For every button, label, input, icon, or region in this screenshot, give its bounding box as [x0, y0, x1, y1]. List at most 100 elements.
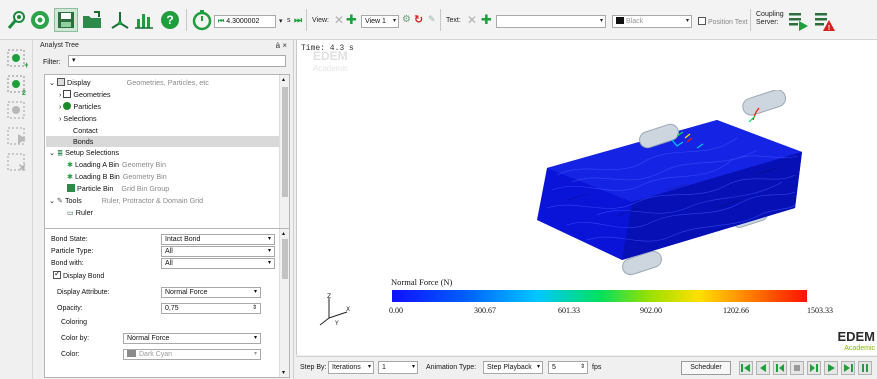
opacity-spinbox[interactable]: 0,75 ⇕: [161, 303, 261, 314]
scroll-up-icon[interactable]: ▴: [282, 231, 286, 237]
expand-icon[interactable]: ›: [59, 90, 62, 99]
3d-viewport[interactable]: Time: 4.3 s EDEM Academic: [296, 40, 877, 355]
color-by-label: Color by:: [61, 335, 90, 342]
text-color-select[interactable]: Black ▾: [612, 15, 692, 28]
collapse-icon[interactable]: ⌄: [49, 196, 56, 205]
particle-type-label: Particle Type:: [51, 248, 94, 255]
tree-item-selections[interactable]: › Selections: [59, 113, 97, 125]
loop-icon[interactable]: [858, 361, 872, 375]
tree-item-label: Selections: [63, 114, 97, 123]
cylinder-roller: [639, 123, 679, 149]
color-by-select[interactable]: Normal Force ▾: [123, 333, 261, 344]
tree-item-loading-a-bin[interactable]: ✱ Loading A Bin Geometry Bin: [67, 159, 166, 171]
coupling-label-2: Server:: [756, 19, 779, 26]
tree-item-bonds[interactable]: Bonds: [73, 136, 93, 148]
open-folder-icon[interactable]: [80, 8, 104, 32]
axes-icon[interactable]: [108, 8, 132, 32]
playback-bar: Step By: Iterations ▾ 1 ▾ Animation Type: …: [296, 356, 877, 379]
tree-item-sub: Geometries, Particles, etc: [126, 78, 209, 87]
watermark-sub: Academic: [313, 64, 349, 73]
expand-icon[interactable]: ›: [59, 102, 62, 111]
bond-with-select[interactable]: All ▾: [161, 258, 275, 269]
display-attribute-select[interactable]: Normal Force ▾: [161, 287, 261, 298]
collapse-icon[interactable]: ⌄: [49, 148, 56, 157]
reset-view-icon[interactable]: ↻: [414, 14, 424, 26]
svg-text:✕: ✕: [18, 163, 26, 174]
remove-text-icon[interactable]: ✕: [467, 13, 478, 27]
skip-end-icon[interactable]: ⏭: [294, 15, 303, 25]
svg-text:Z: Z: [327, 293, 331, 300]
save-icon[interactable]: [54, 8, 78, 32]
select-2-icon[interactable]: 2: [6, 74, 28, 97]
color-select[interactable]: Dark Cyan ▾: [123, 349, 261, 360]
particle-type-select[interactable]: All ▾: [161, 246, 275, 257]
coupling-start-icon[interactable]: [786, 8, 810, 32]
select-add-icon[interactable]: +: [6, 48, 29, 70]
tree-item-sub: Grid Bin Group: [121, 184, 170, 193]
view-select[interactable]: View 1 ▾: [361, 15, 399, 28]
tree-item-label: Tools: [64, 196, 82, 205]
scroll-up-icon[interactable]: ▴: [282, 77, 286, 83]
close-view-icon[interactable]: ✕: [334, 13, 345, 27]
step-back-icon[interactable]: [756, 361, 770, 375]
color-swatch: [616, 17, 624, 24]
legend-tick: 601.33: [558, 306, 580, 315]
scroll-down-icon[interactable]: ▾: [282, 370, 286, 376]
particle-type-value: All: [165, 248, 173, 255]
step-by-label: Step By:: [300, 364, 327, 371]
time-dropdown-icon[interactable]: ▾: [279, 18, 283, 25]
time-step-select[interactable]: ⏮ 4.3000002: [214, 15, 276, 28]
coupling-warning-icon[interactable]: !: [812, 8, 836, 32]
panel-window-controls[interactable]: ȧ ×: [275, 41, 287, 50]
select-region-icon[interactable]: [6, 100, 28, 122]
ruler-icon: ▭: [67, 208, 74, 217]
props-scroll-thumb[interactable]: [282, 239, 288, 279]
tree-item-display[interactable]: ⌄ Display Geometries, Particles, etc: [49, 77, 209, 89]
tree-item-loading-b-bin[interactable]: ✱ Loading B Bin Geometry Bin: [67, 171, 167, 183]
bond-state-select[interactable]: Intact Bond ▾: [161, 234, 275, 245]
tree-item-particle-bin[interactable]: Particle Bin Grid Bin Group: [67, 183, 169, 195]
tree-item-tools[interactable]: ⌄ ✎ Tools Ruler, Protractor & Domain Grid: [49, 195, 203, 207]
tree-item-particles[interactable]: › Particles: [59, 101, 101, 113]
edit-view-icon[interactable]: ✎: [428, 14, 436, 24]
play-icon[interactable]: [824, 361, 838, 375]
step-by-select[interactable]: Iterations ▾: [328, 361, 374, 374]
display-bond-checkbox[interactable]: Display Bond: [53, 269, 104, 280]
expand-icon[interactable]: ›: [59, 114, 62, 123]
particle-simulation-render: [537, 90, 802, 276]
tree-item-geometries[interactable]: › Geometries: [59, 89, 111, 101]
text-select[interactable]: ▾: [496, 15, 606, 28]
scheduler-button[interactable]: Scheduler: [681, 361, 731, 375]
target-icon[interactable]: [28, 8, 52, 32]
tree-item-setup-selections[interactable]: ⌄ ≣ Setup Selections: [49, 147, 119, 159]
display-icon: [57, 78, 66, 86]
select-arrow-icon[interactable]: [6, 126, 28, 148]
step-value-select[interactable]: 1 ▾: [378, 361, 418, 374]
tree-item-ruler[interactable]: ▭ Ruler: [67, 207, 93, 219]
animation-type-select[interactable]: Step Playback ▾: [483, 361, 543, 374]
svg-text:Y: Y: [334, 320, 339, 327]
geometry-icon: [63, 90, 72, 98]
select-clear-icon[interactable]: ✕: [6, 152, 28, 174]
last-frame-icon[interactable]: [841, 361, 855, 375]
help-icon[interactable]: ?: [158, 8, 182, 32]
timer-icon[interactable]: [190, 8, 214, 32]
watermark-logo: EDEM: [313, 49, 348, 63]
add-view-icon[interactable]: ✚: [346, 12, 357, 27]
position-text-checkbox[interactable]: Position Text: [698, 17, 748, 26]
add-text-icon[interactable]: ✚: [481, 12, 492, 27]
bar-chart-icon[interactable]: [132, 8, 156, 32]
position-text-label: Position Text: [708, 19, 748, 26]
collapse-icon[interactable]: ⌄: [49, 78, 56, 87]
prev-frame-icon[interactable]: [773, 361, 787, 375]
zoom-fit-icon[interactable]: [4, 8, 28, 32]
stop-icon[interactable]: [790, 361, 804, 375]
tree-item-contact[interactable]: Contact: [73, 125, 98, 137]
filter-select[interactable]: ▾: [68, 55, 286, 67]
next-frame-icon[interactable]: [807, 361, 821, 375]
props-scrollbar[interactable]: ▴ ▾: [279, 229, 289, 377]
first-frame-icon[interactable]: [739, 361, 753, 375]
tree-scroll-thumb[interactable]: [282, 87, 288, 197]
view-settings-icon[interactable]: ⚙: [402, 14, 411, 25]
fps-spinbox[interactable]: 5 ⇕: [548, 361, 588, 374]
